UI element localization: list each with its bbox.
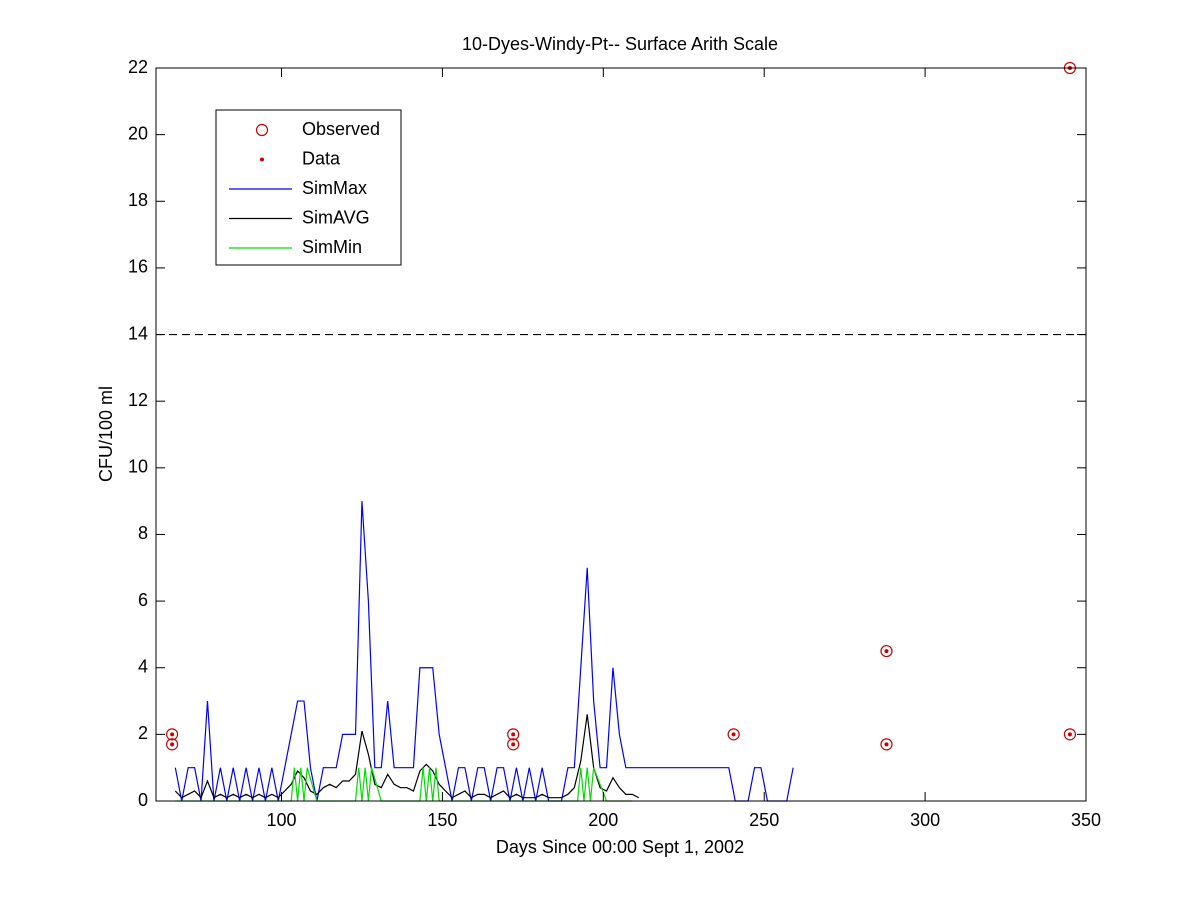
observed-marker	[507, 728, 520, 741]
legend-box	[215, 109, 402, 266]
observed-marker	[880, 738, 893, 751]
observed-marker	[165, 728, 179, 741]
plot-frame	[155, 67, 1087, 802]
y-tick-label: 20	[128, 123, 148, 143]
legend-label: Observed	[302, 119, 380, 139]
y-tick-label: 8	[138, 523, 148, 543]
y-tick-label: 4	[138, 656, 148, 676]
y-tick-label: 2	[138, 723, 148, 743]
y-tick-label: 6	[138, 590, 148, 610]
data-marker	[511, 732, 516, 737]
legend-label: SimMax	[302, 178, 367, 198]
observed-marker	[165, 738, 179, 751]
data-marker	[511, 742, 516, 747]
legend-label: Data	[302, 148, 341, 168]
y-tick-label: 10	[128, 457, 148, 477]
x-tick-label: 100	[266, 810, 296, 830]
chart-title: 10-Dyes-Windy-Pt-- Surface Arith Scale	[462, 34, 778, 54]
y-tick-label: 16	[128, 257, 148, 277]
x-tick-label: 250	[749, 810, 779, 830]
observed-marker	[727, 728, 740, 741]
data-marker	[170, 732, 175, 737]
data-marker	[884, 649, 889, 654]
data-marker	[1067, 732, 1072, 737]
data-marker	[884, 742, 889, 747]
data-marker	[170, 742, 175, 747]
x-tick-label: 350	[1071, 810, 1101, 830]
legend-label: SimMin	[302, 237, 362, 257]
x-tick-label: 150	[427, 810, 457, 830]
y-tick-label: 18	[128, 190, 148, 210]
y-tick-label: 0	[138, 790, 148, 810]
x-tick-label: 200	[588, 810, 618, 830]
series-line	[174, 714, 639, 799]
observed-marker	[880, 644, 893, 658]
y-tick-label: 22	[128, 57, 148, 77]
y-axis-label: CFU/100 ml	[96, 386, 116, 482]
legend-swatch	[255, 123, 269, 137]
observed-marker	[507, 738, 520, 751]
legend-label: SimAVG	[302, 207, 370, 227]
y-tick-label: 14	[128, 323, 148, 343]
legend-swatch	[260, 157, 264, 162]
data-marker	[731, 732, 736, 737]
x-tick-label: 300	[910, 810, 940, 830]
observed-marker	[1063, 728, 1077, 741]
x-axis-label: Days Since 00:00 Sept 1, 2002	[496, 837, 744, 857]
y-tick-label: 12	[128, 390, 148, 410]
